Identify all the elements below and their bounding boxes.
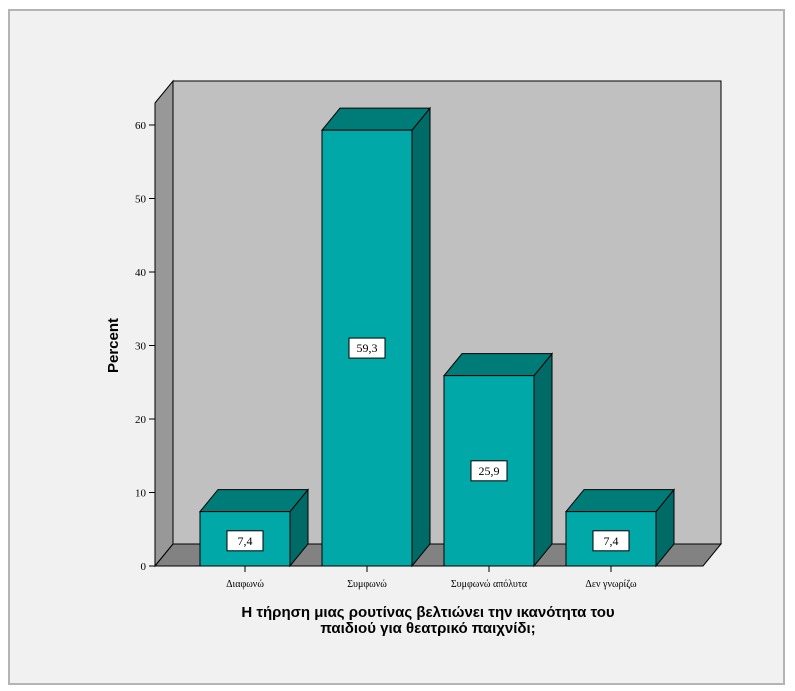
- data-label-4: 7,4: [592, 530, 630, 552]
- x-tick-label: Συμφωνώ: [347, 579, 387, 590]
- data-label-box: [592, 530, 630, 552]
- data-label-box: [348, 337, 386, 359]
- bar-top: [564, 489, 676, 513]
- y-tick-label: 50: [135, 194, 147, 206]
- bar-2: [320, 106, 432, 568]
- data-label-text: 7,4: [604, 534, 619, 548]
- y-tick-label: 30: [135, 341, 147, 353]
- data-label-3: 25,9: [470, 460, 508, 482]
- bar-4: [564, 488, 676, 568]
- data-label-1: 7,4: [226, 530, 264, 552]
- data-label-box: [226, 530, 264, 552]
- x-tick-label: Συμφωνώ απόλυτα: [451, 579, 528, 590]
- chart-frame: 0 10 20 30 40 50 60 7,4 Διαφωνώ 59,3 Συμφωνώ 25,9 Σ…: [8, 9, 785, 685]
- bar-3: [442, 352, 554, 568]
- data-label-text: 59,3: [357, 341, 378, 355]
- x-tick-label: Διαφωνώ: [226, 579, 264, 590]
- side-wall: [154, 79, 174, 568]
- y-tick-label: 0: [141, 561, 147, 573]
- y-axis-title: Percent: [105, 318, 122, 373]
- y-tick-label: 10: [135, 488, 147, 500]
- bar-side: [411, 106, 431, 568]
- x-tick-label: Δεν γνωρίζω: [585, 579, 637, 590]
- y-tick-label: 60: [135, 120, 147, 132]
- data-label-text: 25,9: [479, 464, 500, 478]
- bar-top: [198, 489, 310, 513]
- y-tick-label: 20: [135, 414, 147, 426]
- bar-top: [320, 107, 432, 131]
- data-label-box: [470, 460, 508, 482]
- x-axis-title-line-1: Η τήρηση μιας ρουτίνας βελτιώνει την ικα…: [241, 604, 615, 621]
- bar-1: [198, 488, 310, 568]
- data-label-text: 7,4: [238, 534, 253, 548]
- bar-top: [442, 353, 554, 377]
- bar-side: [533, 352, 553, 568]
- y-tick-label: 40: [135, 267, 147, 279]
- x-axis-title-line-2: παιδιού για θεατρικό παιχνίδι;: [320, 620, 535, 637]
- data-label-2: 59,3: [348, 337, 386, 359]
- bar-chart: 0 10 20 30 40 50 60 7,4 Διαφωνώ 59,3 Συμφωνώ 25,9 Σ…: [105, 79, 723, 637]
